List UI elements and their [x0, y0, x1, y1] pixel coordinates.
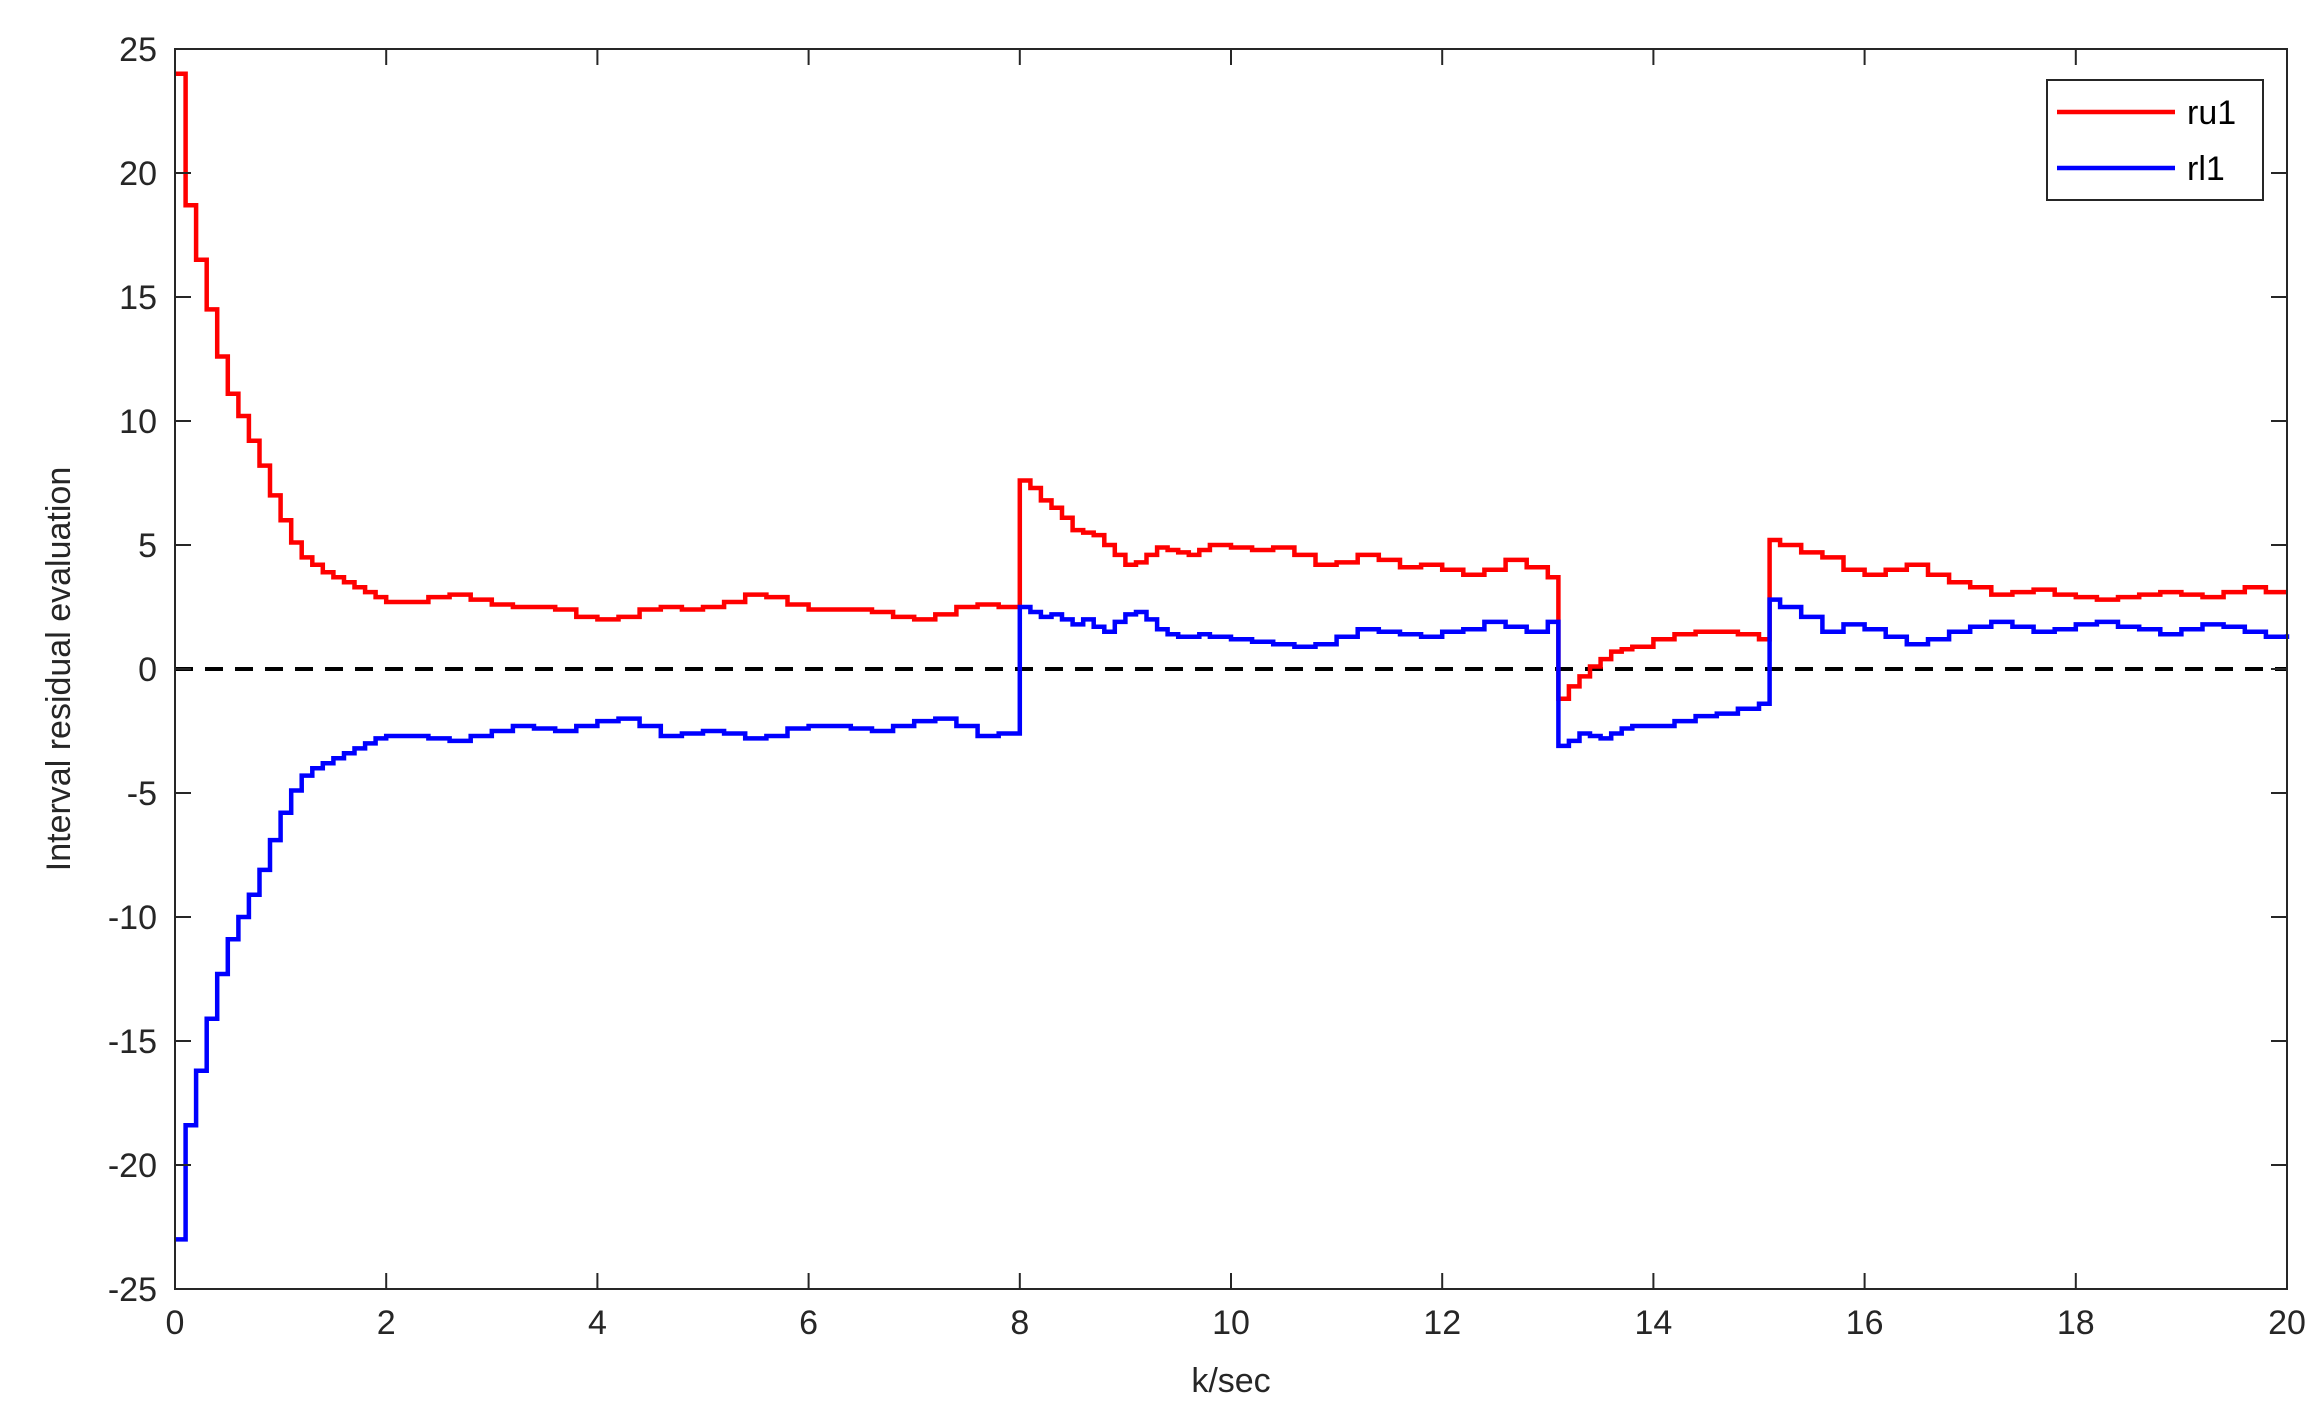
y-tick-label: 25	[119, 31, 157, 69]
y-tick-label: 0	[138, 651, 157, 689]
series-line-ru1	[175, 71, 2287, 702]
x-axis-label: k/sec	[1191, 1362, 1270, 1400]
legend-label-ru1: ru1	[2187, 94, 2236, 132]
y-axis-label: Interval residual evaluation	[40, 467, 78, 871]
x-tick-label: 10	[1212, 1304, 1250, 1342]
y-tick-label: -15	[108, 1023, 157, 1061]
y-tick-label: -20	[108, 1147, 157, 1185]
x-tick-label: 18	[2057, 1304, 2095, 1342]
legend-box	[2046, 79, 2264, 201]
y-tick-label: -25	[108, 1271, 157, 1309]
y-tick-label: 10	[119, 403, 157, 441]
series-layer	[175, 71, 2290, 1242]
x-tick-label: 4	[588, 1304, 607, 1342]
y-tick-label: 5	[138, 527, 157, 565]
x-tick-label: 16	[1846, 1304, 1884, 1342]
y-tick-label: 15	[119, 279, 157, 317]
x-tick-label: 14	[1634, 1304, 1672, 1342]
y-tick-label: 20	[119, 155, 157, 193]
x-tick-label: 20	[2268, 1304, 2306, 1342]
x-tick-label: 8	[1010, 1304, 1029, 1342]
x-tick-label: 0	[166, 1304, 185, 1342]
y-tick-label: -5	[127, 775, 157, 813]
y-tick-label: -10	[108, 899, 157, 937]
x-tick-label: 6	[799, 1304, 818, 1342]
y-axis-ticks: -25 -20 -15 -10 -5 0 5 10 15 20 25	[108, 31, 2287, 1309]
x-tick-label: 2	[377, 1304, 396, 1342]
legend-label-rl1: rl1	[2187, 150, 2225, 188]
x-tick-label: 12	[1423, 1304, 1461, 1342]
x-axis-ticks: 0 2 4 6 8 10 12 14 16 18 20	[166, 49, 2306, 1342]
series-line-rl1	[175, 597, 2290, 1242]
